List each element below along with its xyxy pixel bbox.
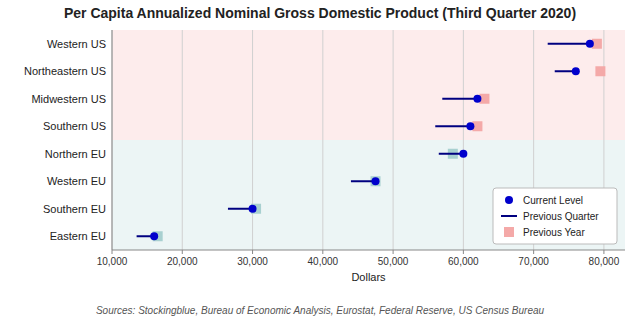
legend-swatch <box>501 215 517 217</box>
x-tick-label: 20,000 <box>167 256 198 267</box>
x-tick-label: 50,000 <box>378 256 409 267</box>
legend-label: Previous Quarter <box>523 211 599 222</box>
x-tick <box>603 250 604 254</box>
dot-marker <box>586 40 594 48</box>
y-axis-line <box>112 30 113 250</box>
row-band <box>112 58 625 86</box>
x-tick <box>533 250 534 254</box>
range-line <box>442 98 477 100</box>
y-tick-label: Western US <box>47 38 106 50</box>
dot-marker <box>372 177 380 185</box>
x-tick <box>182 250 183 254</box>
y-tick-label: Southern EU <box>43 203 106 215</box>
x-tick-label: 80,000 <box>589 256 620 267</box>
range-line <box>548 43 590 45</box>
legend: Current Level Previous Quarter Previous Ye… <box>493 188 617 244</box>
grid-line <box>463 30 464 250</box>
range-line <box>435 125 470 127</box>
x-tick-label: 70,000 <box>518 256 549 267</box>
legend-swatch <box>504 227 514 237</box>
dot-marker <box>459 150 467 158</box>
x-tick <box>322 250 323 254</box>
grid-line <box>322 30 323 250</box>
y-tick-label: Northern EU <box>45 148 106 160</box>
x-tick <box>252 250 253 254</box>
legend-box <box>493 188 617 244</box>
y-tick-label: Southern US <box>43 120 106 132</box>
dot-marker <box>150 232 158 240</box>
row-band <box>112 85 625 113</box>
x-tick-label: 30,000 <box>237 256 268 267</box>
grid-line <box>393 30 394 250</box>
dot-marker <box>466 122 474 130</box>
grid-line <box>112 30 113 250</box>
legend-swatch <box>505 196 513 204</box>
legend-label: Previous Year <box>523 227 585 238</box>
grid-line <box>182 30 183 250</box>
x-axis-label: Dollars <box>351 271 386 283</box>
row-band <box>112 113 625 141</box>
x-tick-label: 40,000 <box>308 256 339 267</box>
y-tick-label: Western EU <box>47 175 106 187</box>
title: Per Capita Annualized Nominal Gross Dome… <box>64 5 576 21</box>
x-tick-label: 60,000 <box>448 256 479 267</box>
grid-line <box>252 30 253 250</box>
dot-marker <box>572 67 580 75</box>
row-band <box>112 30 625 58</box>
dot-marker <box>473 95 481 103</box>
dot-marker <box>249 205 257 213</box>
row-band <box>112 223 625 251</box>
y-tick-label: Midwestern US <box>31 93 106 105</box>
legend-label: Current Level <box>523 195 583 206</box>
row-band <box>112 140 625 168</box>
x-tick-label: 10,000 <box>97 256 128 267</box>
marks <box>137 39 606 242</box>
chart: Per Capita Annualized Nominal Gross Dome… <box>0 0 640 320</box>
square-marker <box>595 66 605 76</box>
x-tick <box>112 250 113 254</box>
source: Sources: Stockingblue, Bureau of Economi… <box>96 305 545 316</box>
x-tick <box>463 250 464 254</box>
y-tick-label: Northeastern US <box>24 65 106 77</box>
x-tick <box>393 250 394 254</box>
y-tick-label: Eastern EU <box>50 230 106 242</box>
x-axis-line <box>112 250 625 251</box>
square-marker <box>371 176 381 186</box>
